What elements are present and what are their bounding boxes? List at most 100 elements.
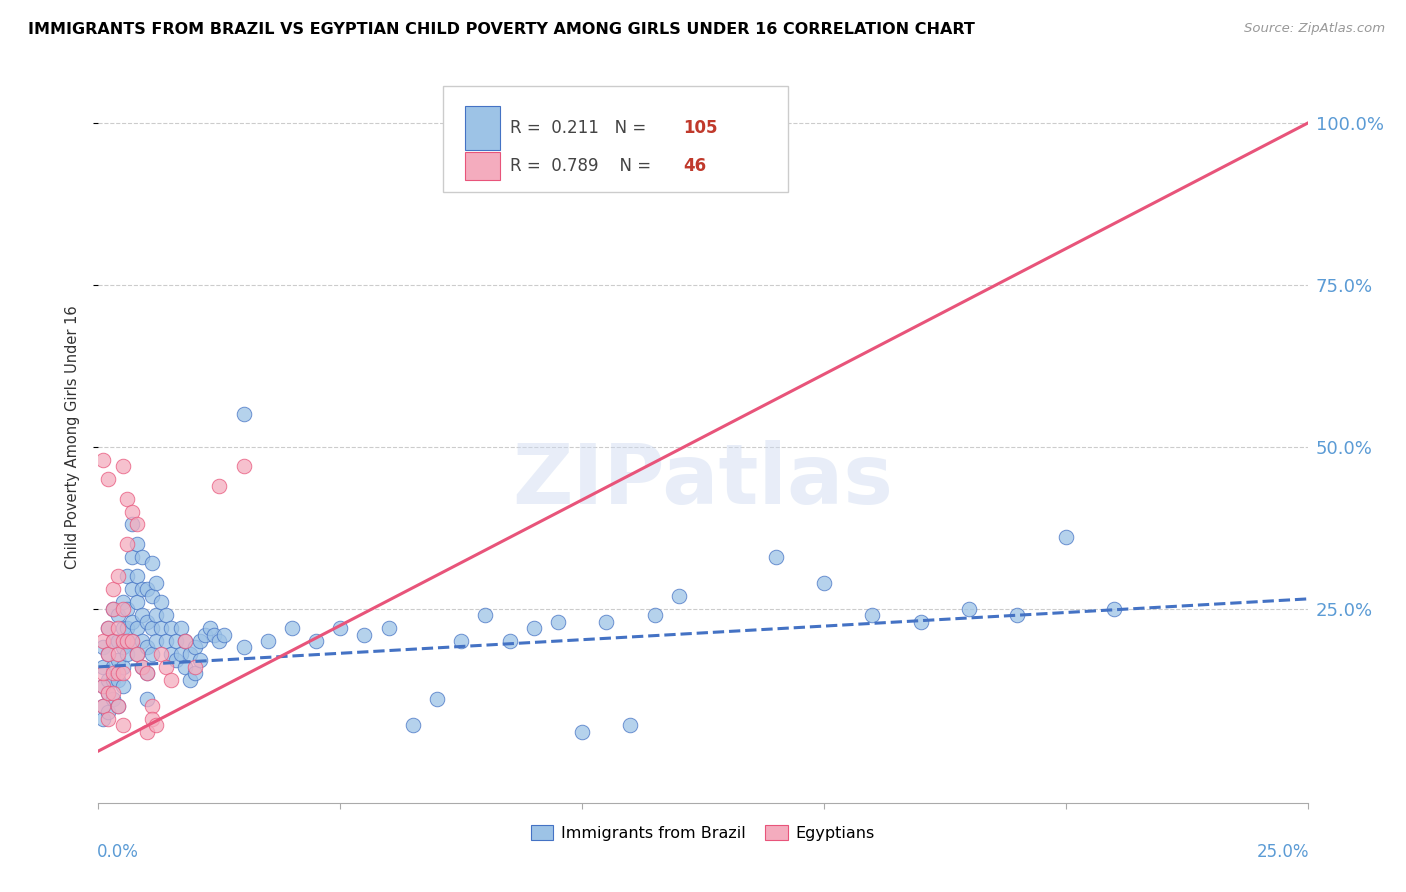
FancyBboxPatch shape <box>465 106 501 150</box>
Point <box>160 673 183 687</box>
Point <box>474 608 496 623</box>
Point <box>127 595 149 609</box>
Point <box>97 621 120 635</box>
Point <box>91 679 114 693</box>
Point <box>426 692 449 706</box>
Point <box>111 640 134 655</box>
Point <box>353 627 375 641</box>
Point <box>91 640 114 655</box>
Point <box>131 582 153 597</box>
Text: R =  0.211   N =: R = 0.211 N = <box>509 119 651 136</box>
Point <box>155 634 177 648</box>
Point <box>131 660 153 674</box>
Point <box>107 569 129 583</box>
Point <box>121 517 143 532</box>
Point <box>135 582 157 597</box>
Point <box>377 621 399 635</box>
Point <box>204 627 226 641</box>
Point <box>141 712 163 726</box>
Point <box>141 621 163 635</box>
Point <box>208 478 231 492</box>
Point <box>101 660 124 674</box>
Y-axis label: Child Poverty Among Girls Under 16: Child Poverty Among Girls Under 16 <box>65 305 80 569</box>
Point <box>101 634 124 648</box>
Point <box>127 569 149 583</box>
Point <box>117 537 139 551</box>
Point <box>523 621 546 635</box>
Point <box>117 491 139 506</box>
Text: 105: 105 <box>683 119 718 136</box>
Point <box>281 621 304 635</box>
Point <box>957 601 980 615</box>
Point <box>111 621 134 635</box>
Point <box>107 698 129 713</box>
Point <box>212 627 235 641</box>
Point <box>91 634 114 648</box>
Point <box>101 634 124 648</box>
Point <box>97 647 120 661</box>
Point <box>232 640 254 655</box>
Point <box>169 647 191 661</box>
Text: 0.0%: 0.0% <box>97 843 139 861</box>
Point <box>595 615 617 629</box>
Point <box>150 621 173 635</box>
Point <box>117 621 139 635</box>
Point <box>121 504 143 518</box>
Point <box>121 549 143 564</box>
Point <box>107 653 129 667</box>
Point <box>97 686 120 700</box>
Point <box>179 673 201 687</box>
Point <box>111 634 134 648</box>
Point <box>111 660 134 674</box>
Point <box>174 634 197 648</box>
Point <box>256 634 278 648</box>
Point <box>107 666 129 681</box>
Point <box>135 724 157 739</box>
Point <box>141 698 163 713</box>
Text: R =  0.789    N =: R = 0.789 N = <box>509 158 661 176</box>
Text: 46: 46 <box>683 158 707 176</box>
Text: ZIPatlas: ZIPatlas <box>513 441 893 522</box>
Point <box>402 718 425 732</box>
Point <box>107 621 129 635</box>
Point <box>91 712 114 726</box>
Point <box>111 718 134 732</box>
Point <box>97 673 120 687</box>
Point <box>101 666 124 681</box>
Point <box>145 718 167 732</box>
Point <box>121 582 143 597</box>
Point <box>101 692 124 706</box>
Point <box>101 601 124 615</box>
Point <box>174 634 197 648</box>
Point <box>141 589 163 603</box>
Point <box>107 698 129 713</box>
Point <box>150 595 173 609</box>
Point <box>91 698 114 713</box>
Point <box>174 660 197 674</box>
Point <box>305 634 328 648</box>
Point <box>184 666 207 681</box>
Point <box>111 459 134 474</box>
Text: IMMIGRANTS FROM BRAZIL VS EGYPTIAN CHILD POVERTY AMONG GIRLS UNDER 16 CORRELATIO: IMMIGRANTS FROM BRAZIL VS EGYPTIAN CHILD… <box>28 22 974 37</box>
Point <box>668 589 690 603</box>
Point <box>111 601 134 615</box>
Point <box>135 692 157 706</box>
Point <box>111 666 134 681</box>
Point <box>117 634 139 648</box>
Point <box>145 634 167 648</box>
Point <box>91 660 114 674</box>
Point <box>111 679 134 693</box>
Point <box>91 666 114 681</box>
Point <box>860 608 883 623</box>
Point <box>107 634 129 648</box>
Point <box>813 575 835 590</box>
Point <box>91 452 114 467</box>
Point <box>160 621 183 635</box>
Legend: Immigrants from Brazil, Egyptians: Immigrants from Brazil, Egyptians <box>524 819 882 847</box>
Point <box>165 634 187 648</box>
Text: 25.0%: 25.0% <box>1257 843 1309 861</box>
Point <box>141 647 163 661</box>
Point <box>97 647 120 661</box>
Point <box>101 673 124 687</box>
Point <box>188 634 211 648</box>
